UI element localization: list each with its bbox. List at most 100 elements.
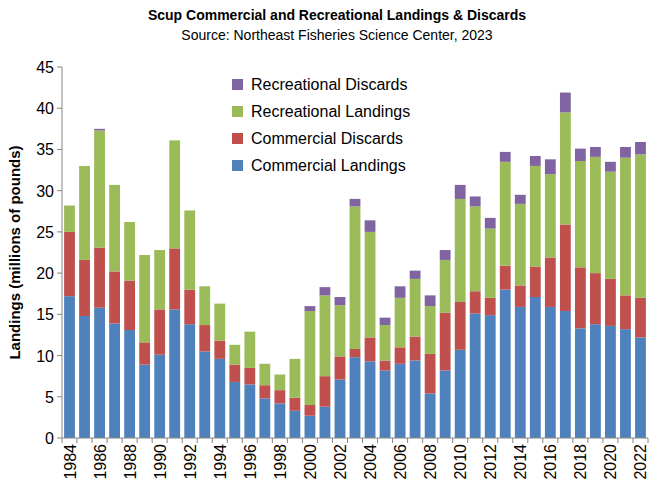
- bar: [94, 130, 105, 247]
- bar: [410, 337, 421, 361]
- bar: [635, 298, 646, 338]
- x-tick: [167, 438, 168, 443]
- bar: [635, 337, 646, 438]
- bar: [515, 307, 526, 438]
- bar: [169, 140, 180, 248]
- x-tick-label: 1988: [122, 444, 139, 480]
- bar: [575, 149, 586, 161]
- bar: [425, 295, 436, 306]
- bar: [530, 166, 541, 267]
- x-tick-label: 2000: [302, 444, 319, 480]
- x-tick: [648, 438, 649, 443]
- bar: [335, 356, 346, 379]
- bar: [229, 382, 240, 438]
- y-tick: [57, 149, 62, 150]
- bar: [545, 174, 556, 257]
- y-tick-label: 10: [36, 348, 54, 365]
- bar: [214, 303, 225, 304]
- bar: [154, 250, 165, 309]
- bar: [605, 162, 616, 172]
- x-tick: [242, 438, 243, 443]
- x-tick: [317, 438, 318, 443]
- bar: [274, 374, 285, 375]
- bar: [244, 331, 255, 332]
- bar: [470, 196, 481, 206]
- bar: [154, 250, 165, 251]
- bar: [154, 309, 165, 354]
- bar: [350, 349, 361, 357]
- bar: [214, 341, 225, 359]
- x-tick: [527, 438, 528, 443]
- bar: [124, 221, 135, 222]
- bar: [169, 309, 180, 438]
- bar: [560, 93, 571, 113]
- bar: [485, 298, 496, 315]
- x-tick: [287, 438, 288, 443]
- bar: [365, 337, 376, 361]
- bar: [395, 364, 406, 438]
- x-tick-label: 2012: [482, 444, 499, 480]
- x-tick: [557, 438, 558, 443]
- bar: [350, 357, 361, 438]
- bar: [94, 129, 105, 131]
- x-tick: [257, 438, 258, 443]
- x-tick-label: 2004: [362, 444, 379, 480]
- x-tick: [227, 438, 228, 443]
- bar: [560, 311, 571, 438]
- bar: [620, 147, 631, 158]
- y-tick-label: 15: [36, 306, 54, 323]
- x-tick-label: 1996: [242, 444, 259, 480]
- bar: [530, 156, 541, 166]
- x-tick-label: 1984: [62, 444, 79, 480]
- bar: [184, 210, 195, 289]
- bar: [139, 365, 150, 438]
- bar: [184, 290, 195, 325]
- bar: [380, 325, 391, 360]
- y-tick-label: 35: [36, 141, 54, 158]
- legend-label: Recreational Discards: [251, 76, 408, 93]
- bar: [545, 257, 556, 306]
- bar: [124, 281, 135, 330]
- y-tick-label: 5: [45, 389, 54, 406]
- bar: [395, 347, 406, 363]
- bar: [274, 403, 285, 438]
- bar: [259, 385, 270, 398]
- bar: [515, 285, 526, 306]
- x-tick: [422, 438, 423, 443]
- bar: [259, 364, 270, 385]
- bar: [274, 390, 285, 403]
- legend-label: Commercial Discards: [251, 130, 403, 147]
- x-tick: [392, 438, 393, 443]
- x-tick: [452, 438, 453, 443]
- y-tick-label: 25: [36, 224, 54, 241]
- x-tick: [137, 438, 138, 443]
- bar: [590, 273, 601, 324]
- bar: [199, 325, 210, 351]
- y-tick: [57, 108, 62, 109]
- legend: Recreational DiscardsRecreational Landin…: [232, 76, 410, 174]
- y-tick: [57, 190, 62, 191]
- x-tick: [437, 438, 438, 443]
- x-tick: [497, 438, 498, 443]
- y-tick: [57, 355, 62, 356]
- bar: [455, 302, 466, 350]
- x-tick: [617, 438, 618, 443]
- bar: [620, 158, 631, 296]
- bar: [425, 306, 436, 354]
- x-tick: [377, 438, 378, 443]
- bar: [515, 195, 526, 204]
- bar: [455, 185, 466, 199]
- bar: [500, 162, 511, 266]
- bar: [425, 393, 436, 438]
- bar: [335, 297, 346, 305]
- x-tick: [587, 438, 588, 443]
- bar: [244, 384, 255, 438]
- bar: [214, 359, 225, 438]
- bar: [124, 330, 135, 438]
- legend-swatch: [232, 133, 243, 144]
- bar: [575, 328, 586, 438]
- x-tick-label: 2016: [542, 444, 559, 480]
- bar: [380, 361, 391, 371]
- bar: [545, 307, 556, 438]
- bar: [440, 313, 451, 371]
